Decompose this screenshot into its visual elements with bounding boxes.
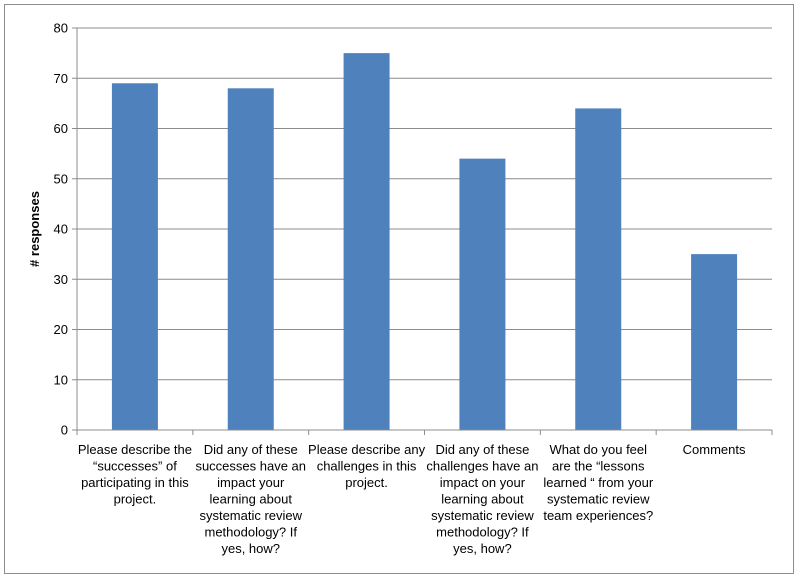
bar [575,108,622,431]
x-category-label: Did any of these challenges have an impact… [426,442,538,556]
y-tick-label: 10 [54,372,68,387]
y-tick-label: 60 [54,121,68,136]
y-tick-label: 70 [54,71,68,86]
y-tick-label: 0 [61,423,68,438]
x-category-label: What do you feel are the “lessons learned … [543,442,653,523]
bar [111,83,158,431]
x-category-label: Did any of these successes have an impact … [195,442,306,556]
gridlines [77,27,772,381]
bar [343,53,390,430]
y-axis-label: # responses [27,191,42,267]
bar [691,254,738,430]
bar [227,88,274,431]
y-tick-label: 40 [54,222,68,237]
bars [111,53,738,431]
y-tick-label: 30 [54,272,68,287]
labels: 0 10 20 30 40 50 60 70 80 Please describe the “suc… [54,21,746,557]
y-tick-label: 50 [54,171,68,186]
x-category-label: Comments [683,442,746,457]
x-category-label: Please describe the “successes” of partici… [78,442,192,507]
axes [72,27,773,435]
y-tick-label: 80 [54,21,68,36]
bar [459,158,506,430]
y-tick-label: 20 [54,322,68,337]
x-category-label: Please describe any challenges in this pro… [308,442,426,490]
